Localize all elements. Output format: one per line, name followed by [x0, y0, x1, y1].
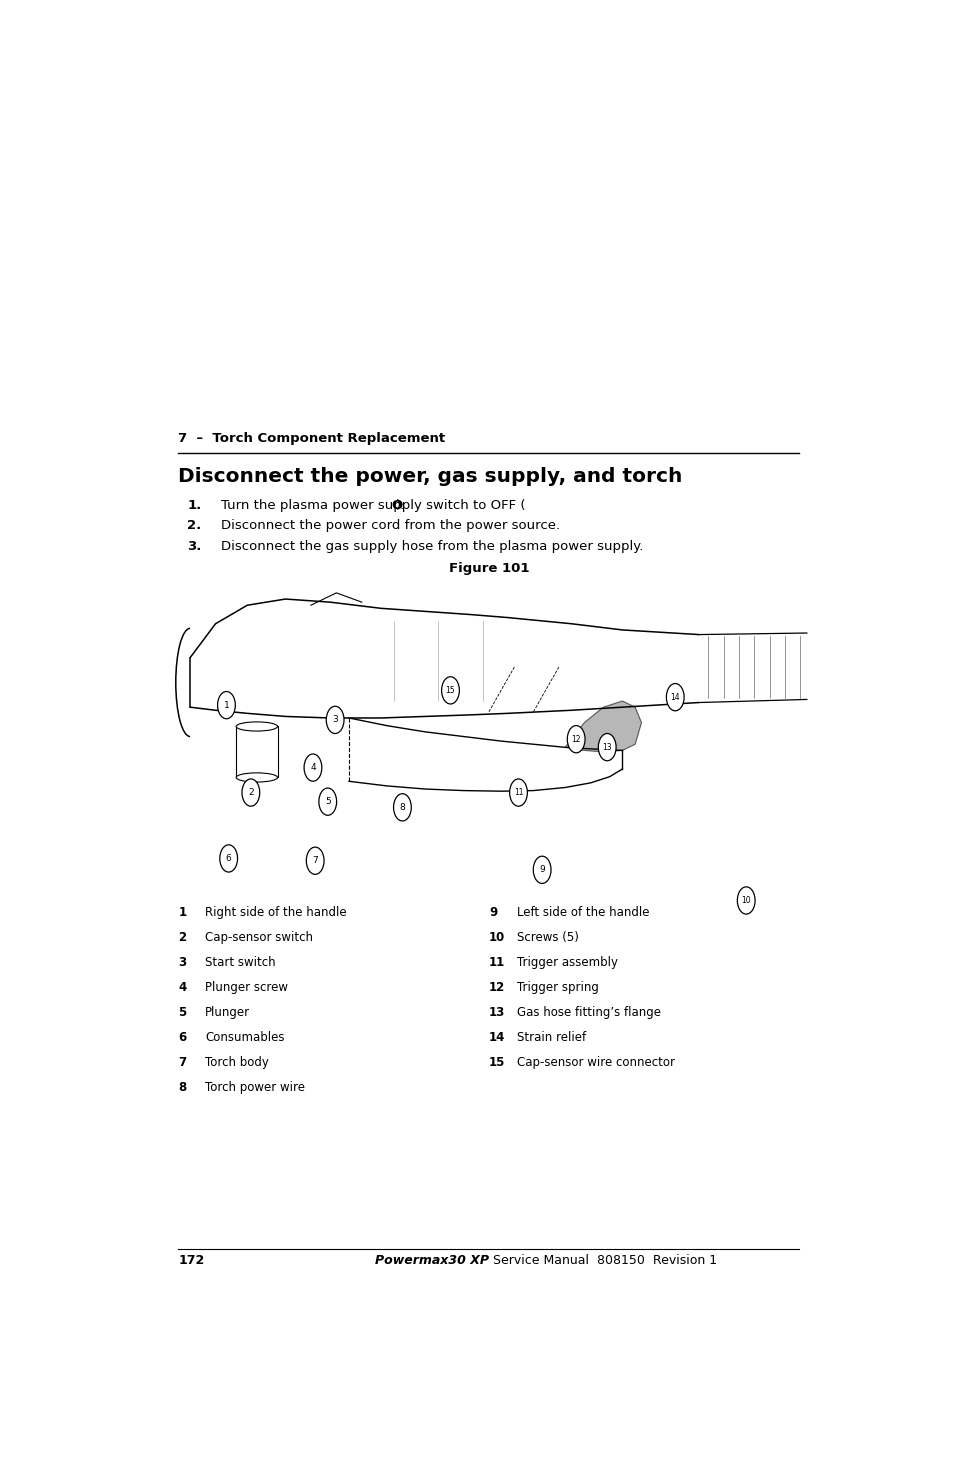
Text: 1: 1: [178, 906, 187, 919]
Text: 12: 12: [488, 981, 505, 994]
Text: Torch body: Torch body: [205, 1056, 269, 1069]
Text: Turn the plasma power supply switch to OFF (: Turn the plasma power supply switch to O…: [221, 499, 525, 512]
Text: 6: 6: [178, 1031, 187, 1044]
Text: 15: 15: [445, 686, 455, 695]
Text: Strain relief: Strain relief: [517, 1031, 585, 1044]
Text: 9: 9: [488, 906, 497, 919]
Circle shape: [567, 726, 584, 752]
Text: 13: 13: [488, 1006, 505, 1019]
Text: 14: 14: [488, 1031, 505, 1044]
Circle shape: [306, 847, 324, 875]
Circle shape: [441, 677, 459, 704]
Circle shape: [242, 779, 259, 807]
Text: Gas hose fitting’s flange: Gas hose fitting’s flange: [517, 1006, 660, 1019]
Text: 172: 172: [178, 1254, 205, 1267]
Bar: [236, 727, 277, 777]
Text: 10: 10: [740, 895, 750, 906]
Text: Disconnect the power cord from the power source.: Disconnect the power cord from the power…: [221, 519, 559, 532]
Text: 13: 13: [601, 742, 612, 752]
Text: 1.: 1.: [187, 499, 201, 512]
Circle shape: [533, 855, 551, 884]
Ellipse shape: [236, 773, 277, 782]
Text: 15: 15: [488, 1056, 505, 1069]
Circle shape: [509, 779, 527, 807]
Text: Start switch: Start switch: [205, 956, 275, 969]
Circle shape: [665, 683, 683, 711]
Text: 7: 7: [312, 855, 317, 866]
Text: Trigger spring: Trigger spring: [517, 981, 598, 994]
Text: 3: 3: [178, 956, 187, 969]
Text: 6: 6: [226, 854, 232, 863]
Text: 7  –  Torch Component Replacement: 7 – Torch Component Replacement: [178, 432, 445, 445]
Text: 9: 9: [538, 866, 544, 875]
Text: 3.: 3.: [187, 540, 201, 553]
Text: 14: 14: [670, 693, 679, 702]
Text: Plunger screw: Plunger screw: [205, 981, 288, 994]
Text: 4: 4: [310, 763, 315, 771]
Text: Cap-sensor wire connector: Cap-sensor wire connector: [517, 1056, 675, 1069]
Circle shape: [394, 794, 411, 822]
Text: 2.: 2.: [187, 519, 201, 532]
Circle shape: [318, 788, 336, 816]
Text: 10: 10: [488, 931, 505, 944]
Text: Right side of the handle: Right side of the handle: [205, 906, 346, 919]
Circle shape: [737, 886, 755, 914]
Circle shape: [598, 733, 616, 761]
Text: 5: 5: [178, 1006, 187, 1019]
Circle shape: [326, 707, 344, 733]
Text: 8: 8: [178, 1081, 187, 1094]
Text: Screws (5): Screws (5): [517, 931, 578, 944]
Text: Figure 101: Figure 101: [448, 562, 529, 574]
Text: 12: 12: [571, 735, 580, 743]
Circle shape: [217, 692, 235, 718]
Circle shape: [304, 754, 321, 782]
Text: 1: 1: [223, 701, 229, 709]
Text: 11: 11: [488, 956, 505, 969]
Text: 2: 2: [178, 931, 187, 944]
Polygon shape: [564, 701, 640, 752]
Text: Cap-sensor switch: Cap-sensor switch: [205, 931, 313, 944]
Text: ).: ).: [395, 499, 404, 512]
Text: Consumables: Consumables: [205, 1031, 284, 1044]
Text: Plunger: Plunger: [205, 1006, 250, 1019]
Circle shape: [219, 845, 237, 872]
Text: 4: 4: [178, 981, 187, 994]
Text: Left side of the handle: Left side of the handle: [517, 906, 649, 919]
Text: 2: 2: [248, 788, 253, 797]
Text: 5: 5: [325, 796, 331, 807]
Text: 8: 8: [399, 802, 405, 811]
Text: 11: 11: [514, 788, 522, 797]
Text: Disconnect the gas supply hose from the plasma power supply.: Disconnect the gas supply hose from the …: [221, 540, 643, 553]
Text: Service Manual  808150  Revision 1: Service Manual 808150 Revision 1: [488, 1254, 717, 1267]
Text: 3: 3: [332, 715, 337, 724]
Ellipse shape: [236, 721, 277, 732]
Text: Torch power wire: Torch power wire: [205, 1081, 305, 1094]
Text: Trigger assembly: Trigger assembly: [517, 956, 618, 969]
Text: Disconnect the power, gas supply, and torch: Disconnect the power, gas supply, and to…: [178, 468, 682, 485]
Text: O: O: [391, 499, 402, 512]
Text: 7: 7: [178, 1056, 187, 1069]
Text: Powermax30 XP: Powermax30 XP: [375, 1254, 488, 1267]
